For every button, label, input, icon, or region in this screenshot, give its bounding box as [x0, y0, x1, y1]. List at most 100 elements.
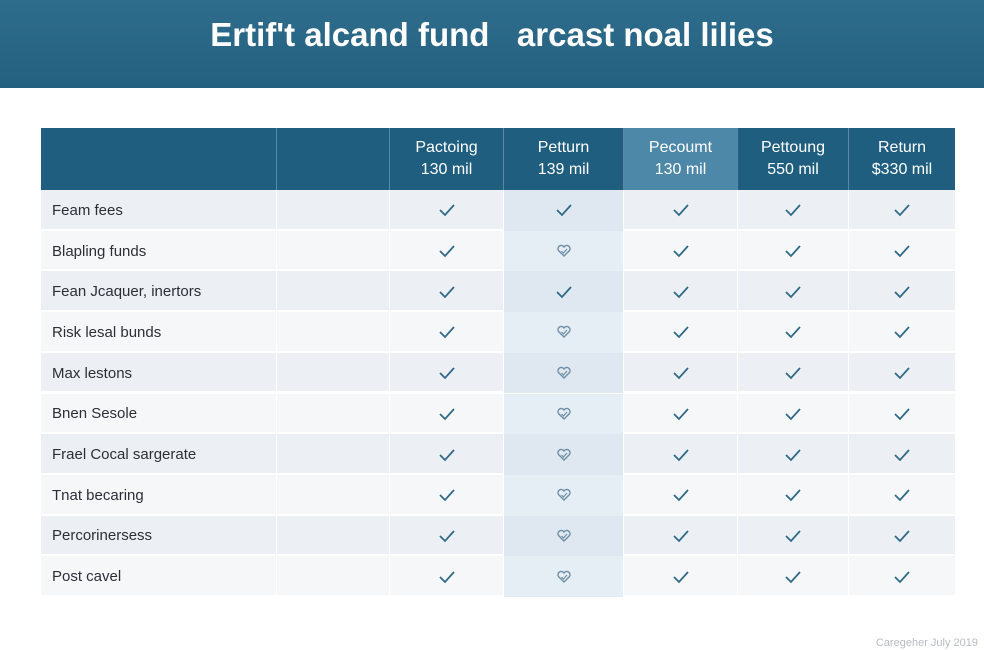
table-cell	[737, 352, 848, 394]
table-cell	[389, 515, 503, 557]
row-label: Max lestons	[52, 364, 133, 382]
column-name: Pecoumt	[648, 139, 713, 156]
table-cell	[737, 556, 848, 597]
cell-divider	[276, 434, 277, 475]
column-amount: 130 mil	[420, 161, 473, 178]
row	[41, 312, 955, 352]
row-label: Bnen Sesole	[52, 405, 138, 423]
column-amount: $330 mil	[871, 161, 933, 178]
table-cell	[623, 271, 737, 313]
table-cell	[623, 312, 737, 353]
table-cell	[848, 515, 955, 557]
table-cell	[623, 393, 737, 435]
title: Ertif't alcand fund arcast noal lilies	[210, 16, 774, 53]
table-cell	[848, 434, 955, 475]
row-label: Percorinersess	[52, 527, 153, 545]
table-cell	[389, 474, 503, 516]
table-cell	[389, 556, 503, 597]
row-label: Fean Jcaquer, inertors	[52, 283, 202, 301]
table-cell	[623, 230, 737, 272]
column-header: Pactoing 130 mil	[389, 128, 503, 190]
table-cell	[503, 393, 623, 435]
row	[41, 515, 955, 556]
column-header: Pecoumt 130 mil	[623, 128, 737, 190]
column-name: Pactoing	[415, 139, 478, 156]
table-cell	[848, 190, 955, 231]
table-cell	[389, 312, 503, 353]
cell-divider	[276, 556, 277, 597]
table-cell	[623, 352, 737, 394]
table-cell	[848, 271, 955, 313]
row-label: Tnat becaring	[52, 486, 144, 504]
row	[41, 474, 955, 515]
table-cell	[623, 474, 737, 516]
table-cell	[848, 393, 955, 435]
cell-divider	[276, 393, 277, 435]
table-cell	[737, 474, 848, 516]
cell-divider	[276, 271, 277, 313]
footer: Caregeher July 2019	[875, 637, 978, 649]
column-header: Petturn 139 mil	[503, 128, 623, 190]
table-cell	[503, 312, 623, 353]
header-bar: Ertif't alcand fund arcast noal lilies	[0, 0, 984, 88]
table-cell	[623, 515, 737, 557]
table-cell	[503, 474, 623, 516]
table-cell	[623, 556, 737, 597]
row-label: Post cavel	[52, 568, 122, 586]
table-cell	[389, 352, 503, 394]
table-cell	[503, 434, 623, 475]
header-cell	[276, 128, 389, 190]
table-cell	[503, 352, 623, 394]
row	[41, 190, 955, 230]
row	[41, 271, 955, 312]
cell-divider	[276, 230, 277, 272]
table-cell	[737, 190, 848, 231]
column-name: Pettoung	[760, 139, 826, 156]
column-name: Petturn	[537, 139, 590, 156]
cell-divider	[276, 352, 277, 394]
cell-divider	[276, 515, 277, 557]
table-cell	[503, 515, 623, 557]
table-cell	[389, 190, 503, 231]
table-cell	[503, 190, 623, 231]
row	[41, 230, 955, 271]
cell-divider	[276, 474, 277, 516]
table-cell	[737, 515, 848, 557]
table-cell	[848, 556, 955, 597]
table-cell	[737, 271, 848, 313]
header-row	[41, 128, 955, 190]
row-label: Risk lesal bunds	[52, 323, 162, 341]
table-cell	[503, 230, 623, 272]
table-cell	[389, 434, 503, 475]
row	[41, 393, 955, 434]
table-cell	[389, 271, 503, 313]
row-label: Feam fees	[52, 201, 123, 219]
table-cell	[848, 352, 955, 394]
row-label: Frael Cocal sargerate	[52, 446, 197, 464]
table-cell	[848, 312, 955, 353]
column-header: Return $330 mil	[848, 128, 955, 190]
table-cell	[737, 312, 848, 353]
cell-divider	[276, 190, 277, 231]
row-label: Blapling funds	[52, 242, 147, 260]
table-cell	[737, 434, 848, 475]
table-cell	[503, 271, 623, 313]
cell-divider	[276, 312, 277, 353]
table-cell	[737, 230, 848, 272]
column-name: Return	[877, 139, 927, 156]
row	[41, 556, 955, 596]
row	[41, 352, 955, 393]
table-cell	[623, 190, 737, 231]
table-cell	[623, 434, 737, 475]
table-cell	[848, 474, 955, 516]
column-amount: 139 mil	[537, 161, 590, 178]
column-amount: 550 mil	[767, 161, 819, 178]
table-cell	[848, 230, 955, 272]
row	[41, 434, 955, 474]
table-cell	[737, 393, 848, 435]
table-cell	[389, 230, 503, 272]
column-amount: 130 mil	[654, 161, 707, 178]
table-cell	[389, 393, 503, 435]
table-cell	[503, 556, 623, 597]
